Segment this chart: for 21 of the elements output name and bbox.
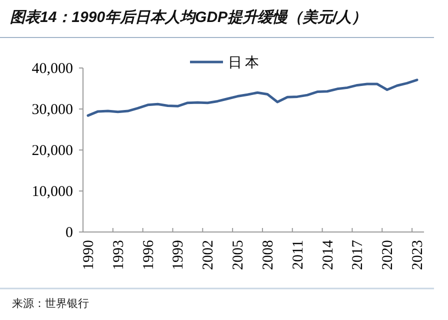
x-tick-label: 2011 [290,240,306,270]
y-tick-label: 40,000 [32,61,73,77]
chart-title: 图表14：1990年后日本人均GDP提升缓慢（美元/人） [10,8,367,26]
y-tick-label: 30,000 [32,102,73,118]
x-tick-label: 1990 [80,240,97,270]
x-tick-label: 1996 [140,240,157,270]
y-tick-label: 10,000 [32,184,73,200]
legend-label: 日本 [228,55,262,71]
x-tick-label: 2008 [260,240,276,270]
y-tick-label: 20,000 [32,143,73,159]
x-tick-label: 2017 [350,240,366,270]
x-tick-label: 2023 [410,240,426,270]
x-tick-label: 2020 [380,240,396,270]
y-tick-label: 0 [66,225,73,241]
x-tick-label: 2002 [200,240,217,270]
source-note: 来源：世界银行 [12,297,89,310]
line-series [86,78,418,117]
x-tick-label: 2014 [320,240,336,270]
x-tick-label: 1993 [110,240,127,270]
x-tick-label: 2005 [230,240,247,270]
x-tick-label: 1999 [170,240,187,270]
